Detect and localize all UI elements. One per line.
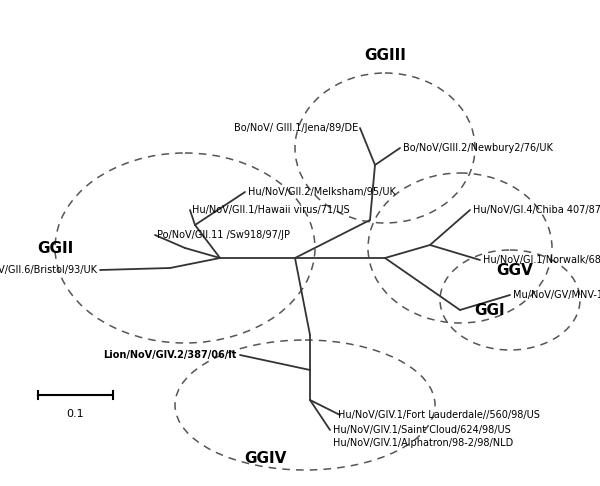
Text: Mu/NoV/GV/MNV-1/ 03/US: Mu/NoV/GV/MNV-1/ 03/US <box>513 290 600 300</box>
Text: GGIII: GGIII <box>364 48 406 63</box>
Text: Hu/NoV/GI.4/Chiba 407/87/JP: Hu/NoV/GI.4/Chiba 407/87/JP <box>473 205 600 215</box>
Text: GGIV: GGIV <box>244 451 286 466</box>
Text: 0.1: 0.1 <box>67 409 85 419</box>
Text: Lion/NoV/GIV.2/387/06/It: Lion/NoV/GIV.2/387/06/It <box>104 350 237 360</box>
Text: GGV: GGV <box>497 262 533 278</box>
Text: Bo/NoV/GIII.2/Newbury2/76/UK: Bo/NoV/GIII.2/Newbury2/76/UK <box>403 143 553 153</box>
Text: Po/NoV/GII.11 /Sw918/97/JP: Po/NoV/GII.11 /Sw918/97/JP <box>157 230 290 240</box>
Text: Hu/NoV/GII.2/Melksham/95/UK: Hu/NoV/GII.2/Melksham/95/UK <box>248 187 396 197</box>
Text: Hu/NoV/GII.6/Bristol/93/UK: Hu/NoV/GII.6/Bristol/93/UK <box>0 265 97 275</box>
Text: GGII: GGII <box>37 241 73 256</box>
Text: Hu/NoV/GIV.1/Alphatron/98-2/98/NLD: Hu/NoV/GIV.1/Alphatron/98-2/98/NLD <box>333 438 513 448</box>
Text: Hu/NoV/GI.1/Norwalk/68/US: Hu/NoV/GI.1/Norwalk/68/US <box>483 255 600 265</box>
Text: GGI: GGI <box>475 302 505 317</box>
Text: Bo/NoV/ GIII.1/Jena/89/DE: Bo/NoV/ GIII.1/Jena/89/DE <box>234 123 358 133</box>
Text: Hu/NoV/GIV.1/Saint Cloud/624/98/US: Hu/NoV/GIV.1/Saint Cloud/624/98/US <box>333 425 511 435</box>
Text: Hu/NoV/GIV.1/Fort Lauderdale//560/98/US: Hu/NoV/GIV.1/Fort Lauderdale//560/98/US <box>338 410 540 420</box>
Text: Hu/NoV/GII.1/Hawaii virus/71/US: Hu/NoV/GII.1/Hawaii virus/71/US <box>192 205 350 215</box>
